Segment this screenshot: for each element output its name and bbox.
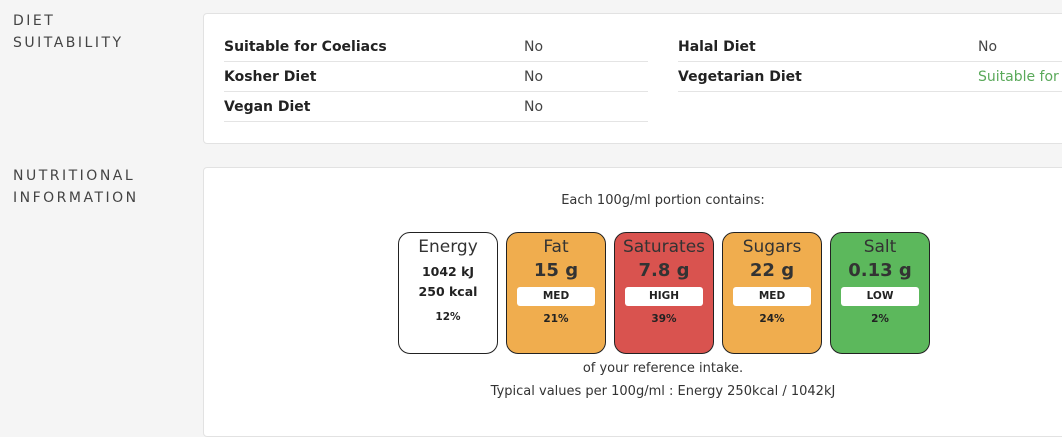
level-badge: HIGH xyxy=(625,287,703,306)
diet-heading-line-2: SUITABILITY xyxy=(13,35,124,51)
energy-percent: 12% xyxy=(435,311,461,323)
sugars-tile: Sugars 22 g MED 24% xyxy=(722,232,822,354)
diet-row-vegan: Vegan Diet No xyxy=(224,92,648,122)
diet-label: Vegetarian Diet xyxy=(678,69,802,85)
nutrient-value: 7.8 g xyxy=(638,260,690,281)
energy-name: Energy xyxy=(418,237,478,257)
nutrient-percent: 39% xyxy=(651,313,677,325)
fat-tile: Fat 15 g MED 21% xyxy=(506,232,606,354)
diet-suitability-card: Suitable for Coeliacs No Halal Diet No K… xyxy=(203,13,1062,144)
diet-row-halal: Halal Diet No xyxy=(678,32,1062,62)
nutritional-information-heading: NUTRITIONAL INFORMATION xyxy=(13,165,139,209)
salt-tile: Salt 0.13 g LOW 2% xyxy=(830,232,930,354)
energy-kcal: 250 kcal xyxy=(418,284,478,299)
nutrition-heading-line-2: INFORMATION xyxy=(13,190,139,206)
reference-intake-note: of your reference intake. xyxy=(582,361,744,376)
diet-row-coeliacs: Suitable for Coeliacs No xyxy=(224,32,648,62)
energy-kj: 1042 kJ xyxy=(421,264,475,279)
nutrient-name: Sugars xyxy=(742,237,802,257)
diet-value: No xyxy=(978,39,998,55)
nutrient-percent: 2% xyxy=(871,313,889,325)
level-badge: MED xyxy=(733,287,811,306)
diet-label: Halal Diet xyxy=(678,39,756,55)
typical-values-note: Typical values per 100g/ml : Energy 250k… xyxy=(490,384,836,399)
nutrient-value: 15 g xyxy=(533,260,579,281)
diet-value: No xyxy=(524,39,544,55)
diet-row-kosher: Kosher Diet No xyxy=(224,62,648,92)
nutrition-heading-line-1: NUTRITIONAL xyxy=(13,168,136,184)
diet-suitability-heading: DIET SUITABILITY xyxy=(13,10,124,54)
diet-value: No xyxy=(524,99,544,115)
nutrient-value: 22 g xyxy=(749,260,795,281)
portion-intro: Each 100g/ml portion contains: xyxy=(561,193,765,208)
diet-label: Suitable for Coeliacs xyxy=(224,39,387,55)
diet-value: No xyxy=(524,69,544,85)
energy-tile: Energy 1042 kJ 250 kcal 12% xyxy=(398,232,498,354)
nutrient-name: Salt xyxy=(863,237,897,257)
nutrient-name: Saturates xyxy=(622,237,706,257)
diet-value-suitable: Suitable for xyxy=(978,69,1059,85)
nutrient-percent: 21% xyxy=(543,313,569,325)
nutrient-percent: 24% xyxy=(759,313,785,325)
nutritional-information-card: Each 100g/ml portion contains: Energy 10… xyxy=(203,167,1062,437)
diet-heading-line-1: DIET xyxy=(13,13,56,29)
diet-label: Vegan Diet xyxy=(224,99,311,115)
nutrient-name: Fat xyxy=(543,237,569,257)
diet-row-vegetarian: Vegetarian Diet Suitable for xyxy=(678,62,1062,92)
level-badge: LOW xyxy=(841,287,919,306)
saturates-tile: Saturates 7.8 g HIGH 39% xyxy=(614,232,714,354)
nutrient-value: 0.13 g xyxy=(848,260,912,281)
level-badge: MED xyxy=(517,287,595,306)
diet-label: Kosher Diet xyxy=(224,69,317,85)
